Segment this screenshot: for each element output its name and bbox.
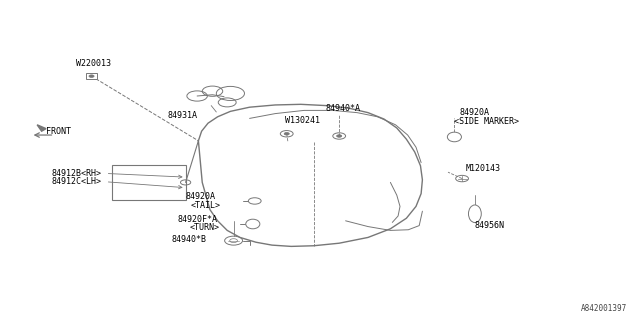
Text: 84912B<RH>: 84912B<RH> (51, 169, 101, 178)
Text: A842001397: A842001397 (581, 304, 627, 313)
Text: 84920F*A: 84920F*A (178, 215, 218, 224)
Text: W130241: W130241 (285, 116, 320, 125)
Ellipse shape (468, 205, 481, 223)
Text: 84931A: 84931A (168, 111, 198, 120)
Text: W220013: W220013 (76, 60, 111, 68)
Text: M120143: M120143 (466, 164, 501, 173)
Text: 84940*B: 84940*B (172, 235, 207, 244)
Text: 84920A: 84920A (460, 108, 490, 117)
Circle shape (337, 135, 342, 137)
Bar (86, 73, 97, 79)
Text: 84956N: 84956N (475, 221, 505, 230)
Polygon shape (37, 125, 46, 131)
Bar (112, 165, 186, 200)
Text: 84920A: 84920A (186, 192, 216, 201)
Text: FRONT: FRONT (46, 127, 71, 136)
Circle shape (284, 132, 289, 135)
Ellipse shape (447, 132, 461, 142)
Circle shape (89, 75, 94, 77)
Text: <SIDE MARKER>: <SIDE MARKER> (454, 117, 520, 126)
Text: 84912C<LH>: 84912C<LH> (51, 177, 101, 186)
Text: <TURN>: <TURN> (189, 223, 220, 232)
Text: <TAIL>: <TAIL> (191, 201, 221, 210)
Ellipse shape (246, 219, 260, 229)
Text: 84940*A: 84940*A (325, 104, 360, 113)
